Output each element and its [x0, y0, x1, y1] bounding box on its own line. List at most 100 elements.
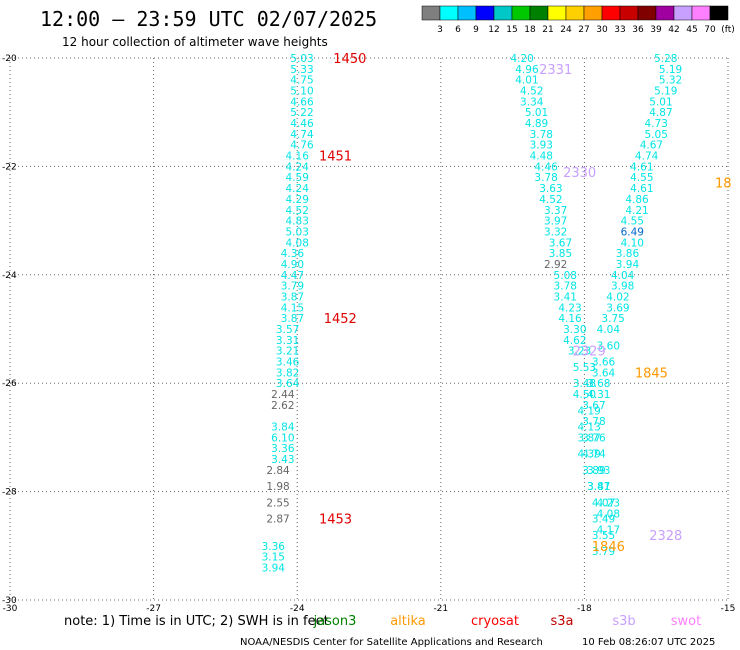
colorbar-label: 27: [578, 25, 589, 35]
chart-title: 12:00 – 23:59 UTC 02/07/2025: [40, 7, 377, 31]
y-tick-label: -22: [2, 162, 17, 172]
x-tick-label: -21: [433, 604, 448, 614]
wave-height-value: 3.64: [592, 367, 616, 379]
wave-height-value: 4.19: [577, 405, 600, 417]
wave-height-value: 4.08: [286, 237, 309, 249]
wave-height-value: 5.03: [286, 226, 309, 238]
colorbar-label: 21: [542, 25, 553, 35]
wave-height-value: 4.52: [286, 205, 309, 217]
wave-height-value: 4.61: [630, 183, 653, 195]
wave-height-value: 3.75: [601, 313, 624, 325]
wave-height-value: 1.98: [266, 481, 289, 493]
wave-height-value: 4.39: [577, 449, 600, 461]
colorbar-swatch: [421, 5, 441, 21]
y-tick-label: -28: [2, 488, 17, 498]
wave-height-value: 3.69: [606, 302, 629, 314]
wave-height-value: 5.03: [290, 53, 313, 65]
wave-height-value: 4.01: [515, 75, 538, 87]
legend-item-s3b: s3b: [612, 614, 635, 629]
wave-height-value: 4.23: [597, 497, 620, 509]
y-tick-label: -26: [2, 379, 17, 389]
x-tick-label: -24: [290, 604, 305, 614]
wave-height-value: 4.16: [286, 151, 310, 163]
wave-height-value: 4.21: [625, 205, 648, 217]
wave-height-value: 3.30: [563, 324, 586, 336]
x-tick-label: -18: [577, 604, 592, 614]
wave-height-value: 3.34: [520, 96, 544, 108]
wave-height-value: 4.76: [290, 140, 314, 152]
wave-height-value: 2.44: [271, 389, 295, 401]
colorbar-label: 24: [560, 25, 572, 35]
wave-height-value: 5.19: [654, 86, 677, 98]
colorbar-label: 9: [473, 25, 479, 35]
legend-item-swot: swot: [671, 614, 701, 629]
colorbar-label: 12: [488, 25, 499, 35]
wave-height-value: 3.87: [281, 313, 304, 325]
wave-height-value: 3.86: [616, 248, 640, 260]
footer-timestamp: 10 Feb 08:26:07 UTC 2025: [582, 637, 715, 648]
y-tick-label: -30: [2, 596, 17, 606]
colorbar-label: 33: [614, 25, 625, 35]
wave-height-value: 5.01: [525, 107, 548, 119]
wave-height-value: 3.67: [582, 400, 605, 412]
wave-height-value: 2.62: [271, 400, 294, 412]
wave-height-value: 4.36: [281, 248, 305, 260]
wave-height-value: 3.78: [554, 281, 577, 293]
wave-height-value: 3.49: [592, 514, 615, 526]
wave-height-value: 4.07: [592, 497, 615, 509]
wave-height-value: 3.60: [597, 340, 620, 352]
wave-height-value: 4.86: [625, 194, 649, 206]
colorbar-label: 6: [455, 25, 461, 35]
legend-item-cryosat: cryosat: [471, 614, 519, 629]
x-tick-label: -15: [721, 604, 736, 614]
wave-height-value: 3.78: [582, 416, 605, 428]
wave-height-value: 3.87: [281, 291, 304, 303]
colorbar-swatch: [673, 5, 693, 21]
wave-height-value: 4.83: [286, 216, 309, 228]
wave-height-value: 4.87: [649, 107, 672, 119]
wave-height-value: 4.15: [281, 302, 304, 314]
wave-height-value: 3.57: [276, 324, 299, 336]
track-time-label: 2328: [649, 529, 682, 544]
wave-height-value: 3.79: [281, 281, 304, 293]
wave-height-value: 4.74: [635, 151, 659, 163]
wave-height-value: 3.31: [276, 335, 299, 347]
wave-height-value: 2.87: [266, 514, 289, 526]
track-time-label: 1846: [592, 540, 625, 555]
track-time-label: 2330: [563, 166, 596, 181]
wave-height-value: 4.17: [597, 525, 620, 537]
axis-tick-labels: -30 -27 -24 -21 -18 -15 -20 -22 -24 -26 -28 -30: [2, 54, 735, 614]
colorbar-swatch: [691, 5, 711, 21]
wave-height-value: 5.32: [659, 75, 682, 87]
colorbar-label: (ft): [721, 25, 735, 35]
track-time-label: 2329: [573, 345, 606, 360]
colorbar-label: 30: [596, 25, 608, 35]
y-tick-label: -20: [2, 54, 17, 64]
wave-height-value: 4.73: [645, 118, 668, 130]
wave-height-value: 3.93: [530, 140, 553, 152]
track-time-label: 18: [715, 177, 732, 192]
wave-height-value: 3.23: [568, 346, 591, 358]
wave-height-value: 4.04: [611, 270, 635, 282]
wave-height-value: 5.33: [290, 64, 313, 76]
colorbar-swatch: [457, 5, 477, 21]
map-grid: [9, 57, 729, 601]
colorbar-swatch: [547, 5, 567, 21]
colorbar-label: 3: [437, 25, 443, 35]
wave-height-value: 4.47: [281, 270, 304, 282]
wave-height-value: 3.66: [592, 357, 616, 369]
wave-height-value: 5.22: [290, 107, 313, 119]
track-time-labels: 1450 1451 1452 1453 2331 2330 2329 2328 18 1845 18…: [319, 52, 732, 555]
track-time-label: 1453: [319, 513, 352, 528]
wave-height-value: 4.24: [286, 161, 310, 173]
wave-height-value: 4.55: [630, 172, 653, 184]
track-time-label: 1452: [324, 312, 357, 327]
wave-height-value: 5.10: [290, 86, 313, 98]
wave-height-value: 3.94: [616, 259, 640, 271]
colorbar-label: 42: [668, 25, 679, 35]
colorbar-swatch: [637, 5, 657, 21]
wave-height-value: 3.98: [611, 281, 634, 293]
wave-height-value: 3.82: [276, 367, 299, 379]
wave-height-value: 3.97: [544, 216, 567, 228]
wave-height-value: 4.16: [558, 313, 582, 325]
